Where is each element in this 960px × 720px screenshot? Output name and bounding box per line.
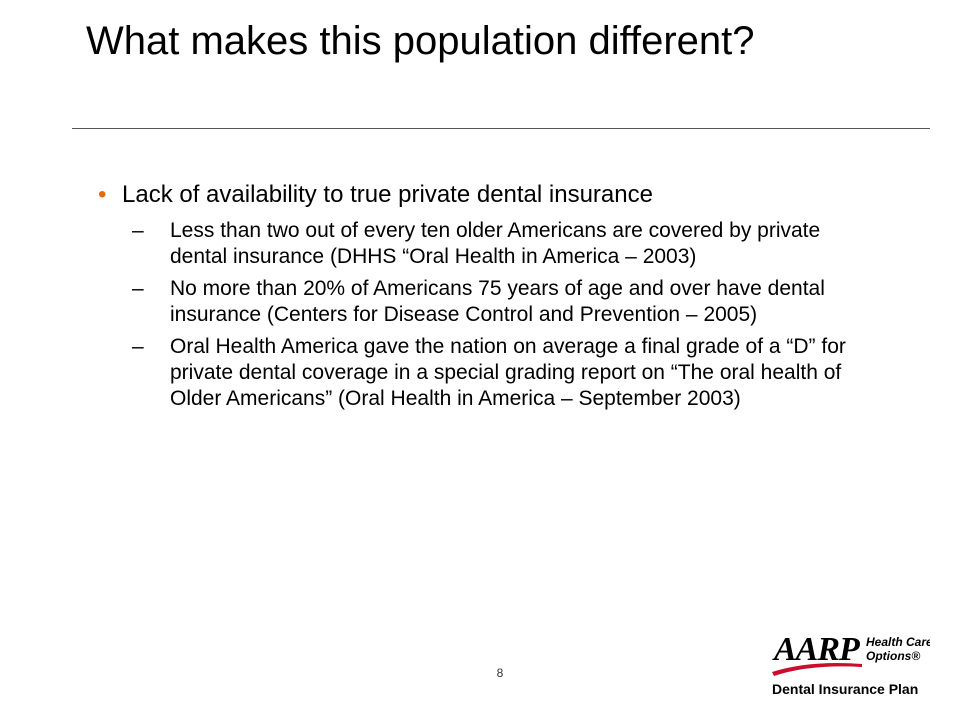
logo-brand: AARP [772,631,860,668]
slide-title: What makes this population different? [86,19,755,63]
sub-bullet-text: No more than 20% of Americans 75 years o… [170,277,825,326]
bullet-item: • Lack of availability to true private d… [98,180,888,412]
title-divider [72,128,930,129]
sub-bullet-item: – No more than 20% of Americans 75 years… [98,276,868,328]
logo-line1: Health Care [866,635,930,649]
bullet-dot-icon: • [98,181,107,208]
dash-icon: – [132,219,144,242]
sub-bullet-text: Less than two out of every ten older Ame… [170,219,821,268]
logo-swoosh-icon [772,663,862,676]
logo-line2: Options® [866,649,920,663]
aarp-logo: AARP Health Care Options® Dental Insuran… [772,631,930,697]
sub-bullet-item: – Oral Health America gave the nation on… [98,334,868,412]
sub-bullet-list: – Less than two out of every ten older A… [98,218,888,412]
logo-line3: Dental Insurance Plan [772,681,918,697]
dash-icon: – [132,335,144,358]
page-number: 8 [496,666,504,680]
sub-bullet-text: Oral Health America gave the nation on a… [170,335,846,410]
sub-bullet-item: – Less than two out of every ten older A… [98,218,868,270]
bullet-text: Lack of availability to true private den… [122,181,653,208]
bullet-list: • Lack of availability to true private d… [98,180,888,418]
dash-icon: – [132,277,144,300]
